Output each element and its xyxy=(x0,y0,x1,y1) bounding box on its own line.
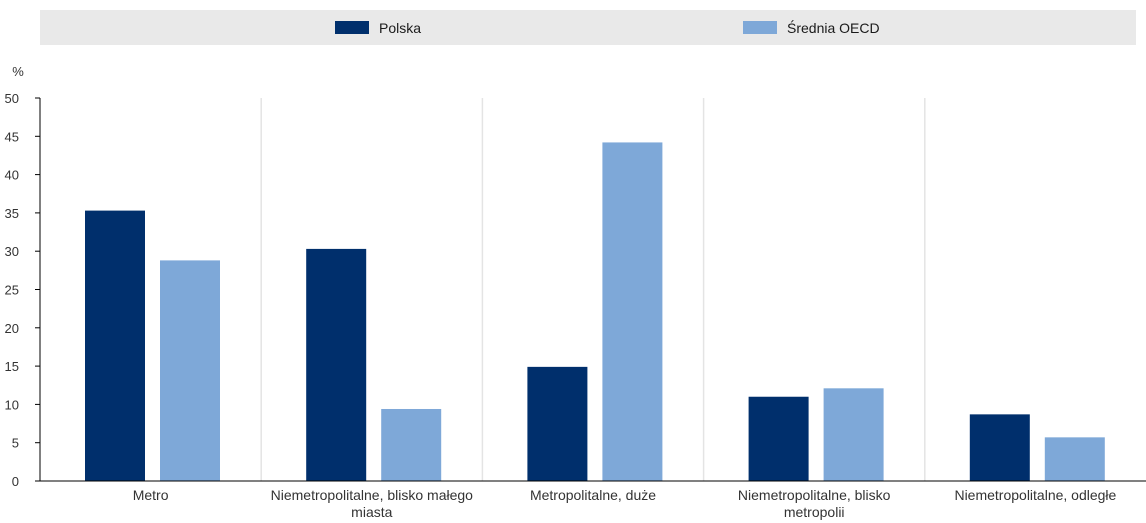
x-tick-label: Metro xyxy=(133,487,169,503)
x-tick-label: Niemetropolitalne, blisko xyxy=(738,487,891,503)
legend-item-oecd: Średnia OECD xyxy=(743,10,880,45)
x-tick-label: metropolii xyxy=(784,504,845,520)
y-tick-label: 0 xyxy=(12,474,19,489)
bar-polska xyxy=(85,210,145,482)
x-tick-label: Niemetropolitalne, odległe xyxy=(954,487,1116,503)
y-tick-label: 10 xyxy=(5,397,19,412)
legend-swatch-oecd xyxy=(743,21,777,34)
legend: Polska Średnia OECD xyxy=(40,10,1136,45)
legend-item-polska: Polska xyxy=(335,10,421,45)
x-tick-label: miasta xyxy=(351,504,392,520)
bar-polska xyxy=(306,248,367,481)
y-tick-label: 20 xyxy=(5,321,19,336)
bar-polska xyxy=(748,396,809,481)
y-tick-label: 25 xyxy=(5,283,19,298)
bar-oecd xyxy=(381,408,442,481)
y-tick-label: 15 xyxy=(5,359,19,374)
legend-swatch-polska xyxy=(335,21,369,34)
bar-oecd xyxy=(823,388,884,481)
y-tick-label: 35 xyxy=(5,206,19,221)
legend-label-polska: Polska xyxy=(379,19,422,36)
legend-label-oecd: Średnia OECD xyxy=(787,19,880,36)
x-tick-label: Niemetropolitalne, blisko małego xyxy=(271,487,474,503)
bar-oecd xyxy=(160,260,220,481)
bar-polska xyxy=(969,414,1030,481)
y-tick-label: 40 xyxy=(5,168,19,183)
y-axis-label: % xyxy=(12,64,24,79)
y-tick-label: 30 xyxy=(5,244,19,259)
axes: 0 5 10 15 20 25 30 35 40 45 50 Metro Niemetropolital… xyxy=(5,91,1146,520)
x-tick-label: Metropolitalne, duże xyxy=(530,487,656,503)
bars xyxy=(85,142,1105,482)
bar-polska xyxy=(527,366,588,481)
bar-oecd xyxy=(602,142,663,482)
y-tick-label: 5 xyxy=(12,436,19,451)
bar-oecd xyxy=(1044,437,1105,481)
y-tick-label: 50 xyxy=(5,91,19,106)
grid-lines xyxy=(260,98,926,481)
y-tick-label: 45 xyxy=(5,129,19,144)
